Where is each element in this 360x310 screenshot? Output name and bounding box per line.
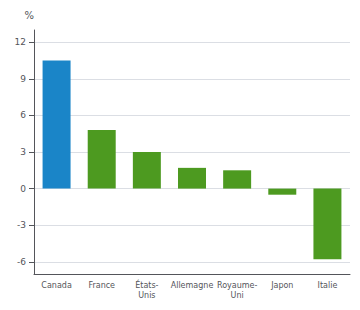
svg-text:-6: -6 bbox=[17, 257, 26, 267]
svg-text:%: % bbox=[24, 10, 34, 21]
svg-text:Canada: Canada bbox=[41, 281, 72, 290]
svg-text:12: 12 bbox=[15, 37, 26, 47]
svg-text:Unis: Unis bbox=[138, 291, 155, 300]
svg-text:France: France bbox=[88, 281, 115, 290]
svg-text:6: 6 bbox=[20, 110, 26, 120]
svg-text:Italie: Italie bbox=[318, 281, 338, 290]
svg-text:-3: -3 bbox=[17, 220, 26, 230]
svg-text:Japon: Japon bbox=[270, 281, 293, 290]
svg-text:9: 9 bbox=[20, 74, 26, 84]
svg-text:3: 3 bbox=[20, 147, 26, 157]
svg-text:Uni: Uni bbox=[231, 291, 244, 300]
svg-text:États-: États- bbox=[135, 279, 158, 290]
svg-text:0: 0 bbox=[20, 184, 26, 194]
svg-text:Royaume-: Royaume- bbox=[217, 281, 258, 290]
svg-text:Allemagne: Allemagne bbox=[171, 281, 214, 290]
